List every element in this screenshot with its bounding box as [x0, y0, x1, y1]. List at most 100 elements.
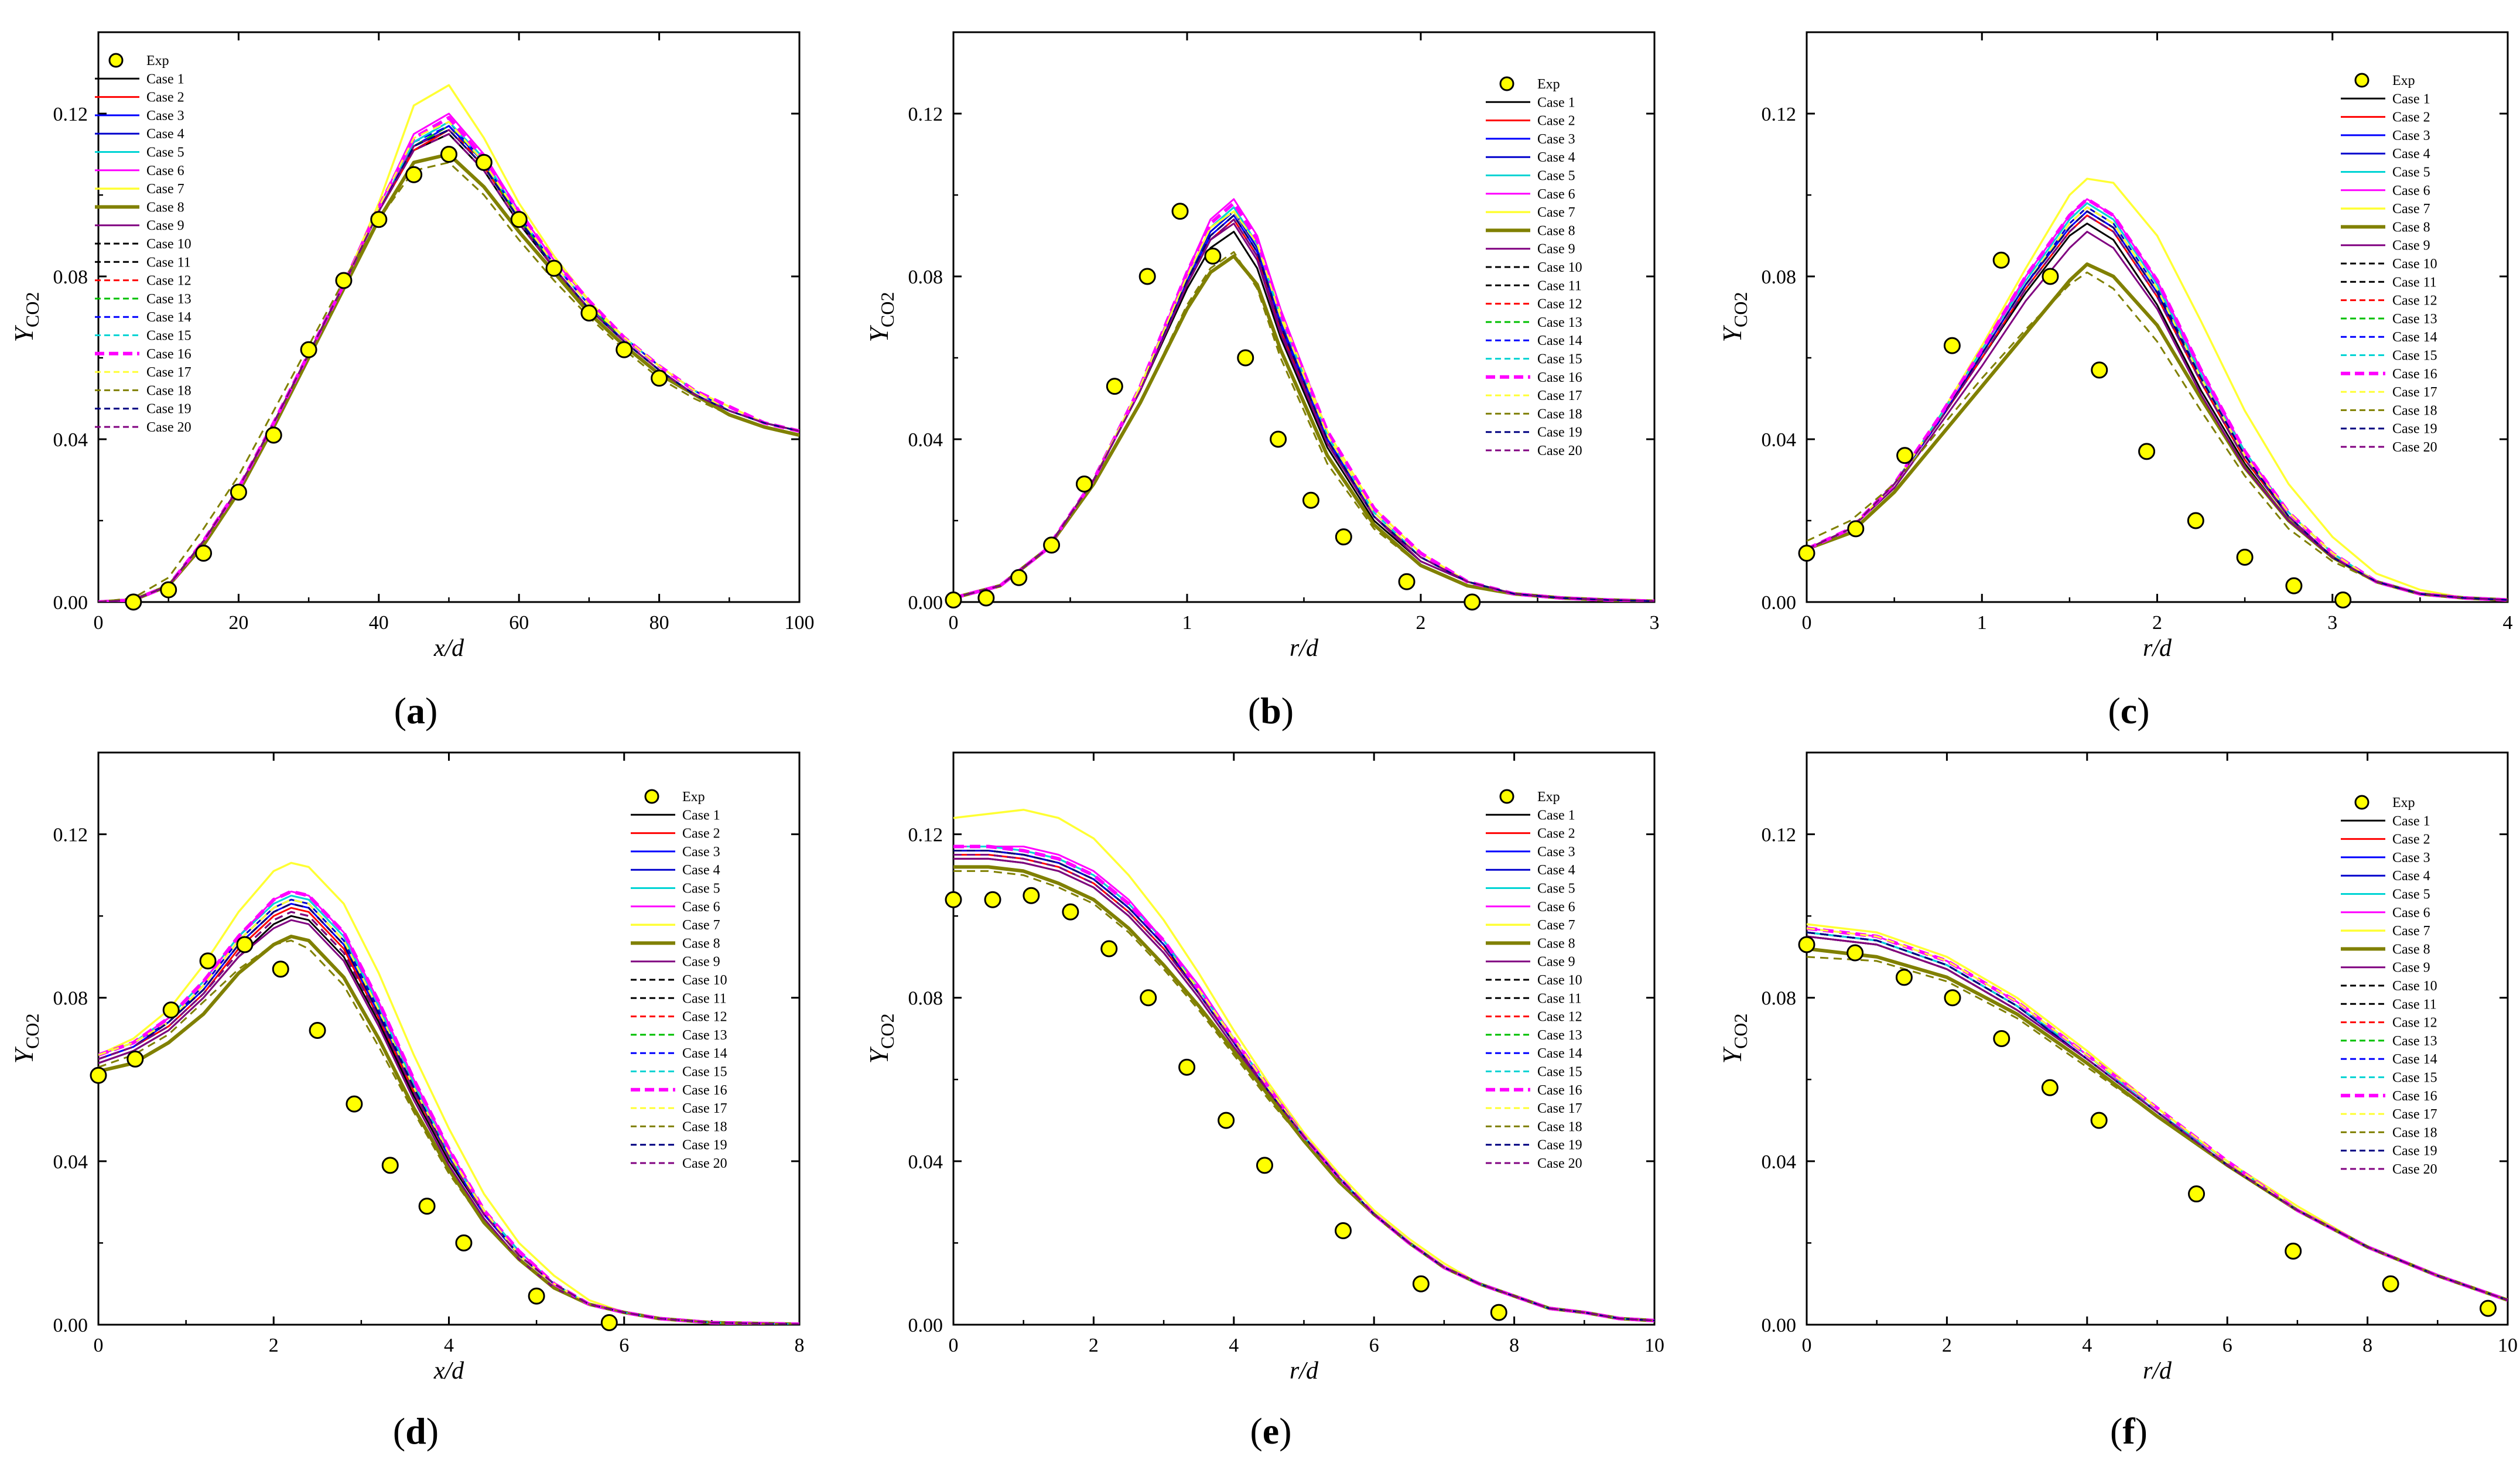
legend-label-case-6: Case 6 [2392, 905, 2430, 921]
exp-point [1798, 936, 1815, 953]
x-tick-label: 0 [949, 1335, 959, 1356]
legend-label-case-15: Case 15 [146, 329, 192, 344]
legend-label-case-7: Case 7 [2392, 924, 2430, 939]
exp-point [2041, 1079, 2059, 1096]
series-line-case-3 [98, 125, 799, 602]
legend-label-case-6: Case 6 [682, 900, 720, 915]
legend-label-case-11: Case 11 [146, 255, 191, 270]
exp-point [2334, 591, 2352, 609]
exp-point [1010, 569, 1028, 586]
exp-point [440, 146, 457, 163]
legend-label-case-13: Case 13 [1537, 315, 1582, 330]
legend-label-case-20: Case 20 [2392, 440, 2437, 455]
legend: Exp Case 1 Case 2 Case 3 Case 4 Case 5 Case 6 C… [1486, 76, 1582, 459]
exp-point [1023, 887, 1040, 904]
legend-label-case-11: Case 11 [1537, 991, 1582, 1006]
exp-point [1140, 989, 1157, 1007]
exp-point [1043, 536, 1061, 554]
exp-point [455, 1234, 473, 1251]
y-axis-title: YCO2 [864, 292, 898, 342]
legend-label-case-20: Case 20 [146, 420, 192, 435]
exp-point [2187, 512, 2204, 529]
legend-label-case-3: Case 3 [2392, 128, 2430, 143]
exp-point [1062, 903, 1079, 921]
legend-label-case-5: Case 5 [1537, 881, 1575, 897]
series-line-case-20 [953, 854, 1654, 1322]
y-axis-title-subscript: CO2 [877, 292, 898, 327]
legend-label-case-12: Case 12 [1537, 1010, 1582, 1025]
legend: Exp Case 1 Case 2 Case 3 Case 4 Case 5 Case 6 C… [631, 789, 727, 1171]
legend-label-case-20: Case 20 [1537, 1156, 1582, 1171]
y-tick-label: 0.08 [908, 988, 943, 1010]
legend-label-case-16: Case 16 [1537, 370, 1582, 385]
series-group [98, 84, 799, 602]
y-axis-title-subscript: CO2 [1730, 292, 1751, 327]
exp-point [528, 1287, 545, 1305]
legend-label-case-5: Case 5 [682, 881, 720, 897]
legend-label-case-14: Case 14 [2392, 330, 2437, 345]
legend-label-case-18: Case 18 [2392, 1125, 2437, 1140]
legend-label-case-13: Case 13 [1537, 1028, 1582, 1043]
legend-exp-marker [644, 789, 659, 804]
y-axis-title: YCO2 [864, 1013, 898, 1064]
legend-exp-label: Exp [2392, 73, 2415, 88]
x-tick-label: 80 [649, 612, 669, 634]
legend: Exp Case 1 Case 2 Case 3 Case 4 Case 5 Case 6 C… [1486, 789, 1582, 1171]
x-tick-label: 2 [1942, 1335, 1952, 1356]
exp-point [381, 1157, 399, 1174]
x-tick-label: 0 [949, 612, 959, 634]
y-tick-label: 0.04 [908, 429, 943, 451]
legend: Exp Case 1 Case 2 Case 3 Case 4 Case 5 Case 6 C… [2341, 795, 2437, 1177]
exp-point [1490, 1304, 1507, 1321]
series-line-case-13 [98, 125, 799, 602]
exp-point [1204, 247, 1222, 265]
y-axis-title-subscript: CO2 [877, 1013, 898, 1048]
chart-panel-1: 0 20 40 60 80 100 0.00 0.04 0.08 0.12 x/d YCO2 Exp Ca… [9, 31, 815, 731]
series-line-case-11 [98, 129, 799, 602]
y-tick-label: 0.04 [908, 1151, 943, 1173]
exp-point [651, 370, 668, 387]
legend-label-case-3: Case 3 [146, 108, 184, 124]
x-tick-label: 10 [1644, 1335, 1664, 1356]
exp-point [2382, 1275, 2399, 1292]
y-tick-label: 0.04 [1762, 429, 1797, 451]
legend-label-case-5: Case 5 [1537, 169, 1575, 184]
series-line-case-1 [98, 133, 799, 602]
chart-panel-3: 0 1 2 3 4 0.00 0.04 0.08 0.12 r/d YCO2 Exp Case 1 Cas… [1717, 31, 2513, 731]
x-tick-label: 4 [2503, 612, 2513, 634]
exp-point [346, 1095, 363, 1113]
exp-point [2285, 1242, 2302, 1260]
legend: Exp Case 1 Case 2 Case 3 Case 4 Case 5 Case 6 C… [95, 53, 192, 435]
legend-label-case-19: Case 19 [2392, 1144, 2437, 1159]
y-axis-title: YCO2 [9, 292, 43, 342]
exp-point [1944, 989, 1961, 1007]
exp-point [2042, 268, 2059, 285]
legend-label-case-18: Case 18 [682, 1119, 727, 1134]
legend-label-case-1: Case 1 [2392, 91, 2430, 107]
exp-point [1335, 528, 1352, 546]
legend-label-case-10: Case 10 [2392, 979, 2437, 994]
legend-label-case-5: Case 5 [2392, 887, 2430, 902]
legend-label-case-9: Case 9 [2392, 238, 2430, 254]
legend-exp-label: Exp [1537, 789, 1560, 805]
x-tick-label: 0 [94, 1335, 104, 1356]
x-tick-label: 20 [228, 612, 248, 634]
y-tick-label: 0.08 [908, 266, 943, 288]
y-tick-label: 0.04 [1762, 1151, 1797, 1173]
exp-point [1464, 593, 1481, 611]
legend-label-case-1: Case 1 [1537, 808, 1575, 823]
legend-label-case-3: Case 3 [1537, 132, 1575, 147]
series-group [953, 808, 1654, 1322]
series-line-case-19 [1807, 210, 2508, 601]
legend-label-case-2: Case 2 [2392, 832, 2430, 847]
y-axis-title-symbol: Y [9, 1047, 39, 1064]
legend-label-case-1: Case 1 [682, 808, 720, 823]
y-axis-title-subscript: CO2 [22, 1013, 43, 1048]
x-tick-label: 6 [2222, 1335, 2232, 1356]
legend-label-case-12: Case 12 [1537, 297, 1582, 312]
x-tick-label: 6 [619, 1335, 629, 1356]
legend-label-case-7: Case 7 [146, 182, 184, 197]
panel-label: (b) [1248, 690, 1294, 731]
legend-label-case-4: Case 4 [2392, 868, 2430, 884]
legend-label-case-8: Case 8 [2392, 942, 2430, 957]
